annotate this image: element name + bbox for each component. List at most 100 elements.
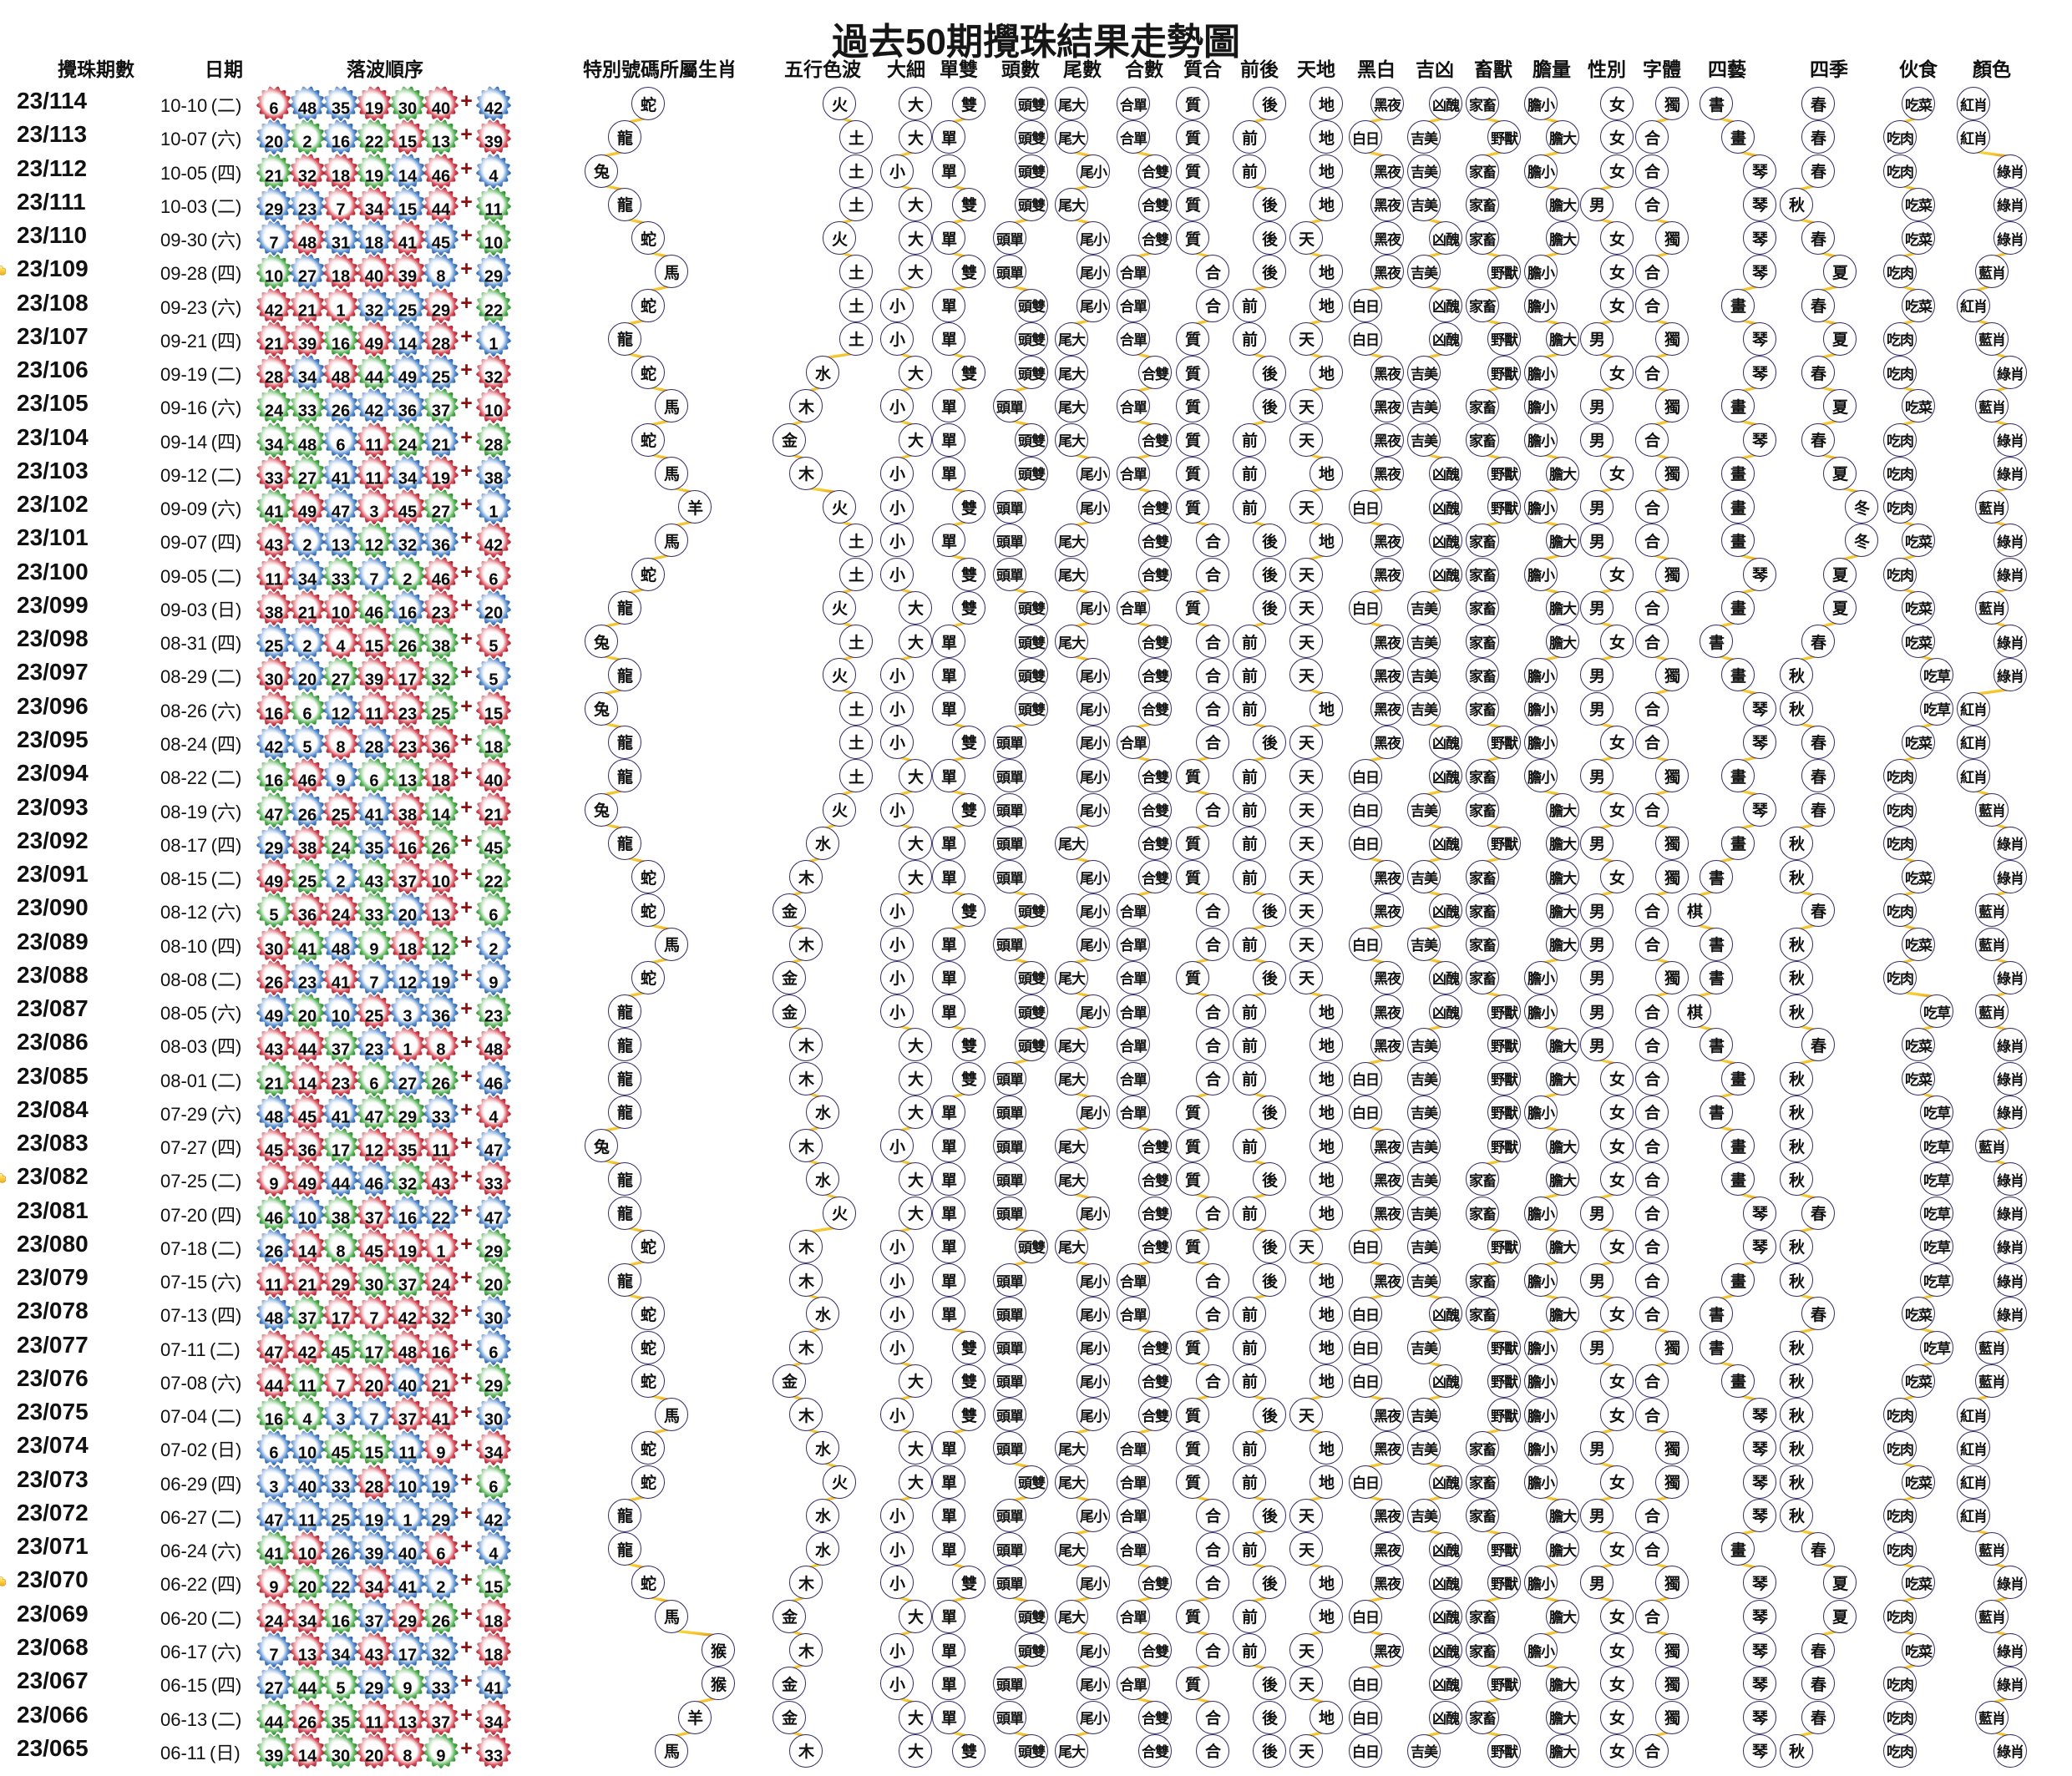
svg-text:20: 20 — [364, 1377, 382, 1395]
svg-text:23: 23 — [398, 705, 416, 723]
svg-text:47: 47 — [484, 1209, 502, 1227]
svg-text:37: 37 — [364, 1209, 382, 1227]
svg-text:6: 6 — [489, 907, 498, 925]
svg-text:32: 32 — [484, 369, 502, 387]
svg-text:5: 5 — [269, 907, 278, 925]
svg-text:34: 34 — [331, 1646, 350, 1664]
svg-text:25: 25 — [398, 301, 416, 320]
svg-text:47: 47 — [484, 1142, 502, 1161]
svg-text:47: 47 — [264, 1511, 282, 1530]
svg-text:45: 45 — [331, 1343, 349, 1362]
svg-text:41: 41 — [297, 940, 316, 959]
svg-text:34: 34 — [264, 436, 283, 454]
svg-text:30: 30 — [264, 940, 282, 959]
svg-text:2: 2 — [302, 134, 312, 152]
svg-text:30: 30 — [484, 1411, 502, 1429]
svg-text:10: 10 — [331, 1007, 349, 1025]
svg-text:12: 12 — [398, 974, 416, 992]
svg-text:40: 40 — [297, 1478, 316, 1496]
svg-text:19: 19 — [431, 974, 449, 992]
svg-text:48: 48 — [484, 1041, 502, 1060]
svg-text:15: 15 — [484, 1579, 502, 1597]
svg-text:1: 1 — [336, 301, 345, 320]
svg-text:20: 20 — [484, 1277, 502, 1295]
svg-text:49: 49 — [297, 503, 316, 522]
svg-text:32: 32 — [398, 1176, 416, 1194]
svg-text:11: 11 — [298, 1377, 316, 1395]
svg-text:9: 9 — [269, 1579, 278, 1597]
svg-text:33: 33 — [331, 570, 349, 589]
svg-text:41: 41 — [431, 1411, 449, 1429]
svg-text:8: 8 — [336, 738, 345, 756]
svg-text:3: 3 — [269, 1478, 278, 1496]
svg-text:48: 48 — [297, 234, 316, 252]
svg-text:11: 11 — [365, 469, 382, 488]
svg-text:14: 14 — [431, 806, 450, 824]
svg-text:19: 19 — [431, 469, 449, 488]
svg-text:11: 11 — [365, 1713, 382, 1732]
svg-text:21: 21 — [297, 604, 316, 622]
svg-text:19: 19 — [364, 1511, 382, 1530]
svg-text:33: 33 — [431, 1108, 449, 1126]
svg-text:39: 39 — [364, 1546, 382, 1564]
svg-text:26: 26 — [331, 1546, 349, 1564]
svg-text:39: 39 — [484, 134, 502, 152]
svg-text:17: 17 — [364, 1343, 382, 1362]
svg-text:43: 43 — [431, 1176, 449, 1194]
svg-text:46: 46 — [484, 1075, 502, 1093]
svg-text:47: 47 — [264, 806, 282, 824]
svg-text:20: 20 — [297, 1579, 316, 1597]
svg-text:29: 29 — [264, 839, 282, 858]
svg-text:1: 1 — [489, 503, 498, 522]
svg-text:17: 17 — [398, 671, 416, 690]
svg-text:19: 19 — [398, 1242, 416, 1261]
svg-text:22: 22 — [364, 134, 382, 152]
svg-text:17: 17 — [398, 1646, 416, 1664]
svg-text:4: 4 — [336, 638, 346, 656]
svg-text:33: 33 — [331, 1478, 349, 1496]
svg-text:44: 44 — [364, 369, 383, 387]
svg-text:16: 16 — [431, 1343, 449, 1362]
svg-text:22: 22 — [431, 1209, 449, 1227]
svg-text:41: 41 — [364, 806, 382, 824]
svg-text:45: 45 — [398, 503, 416, 522]
svg-text:9: 9 — [269, 1176, 278, 1194]
svg-text:49: 49 — [264, 1007, 282, 1025]
svg-text:34: 34 — [364, 1579, 383, 1597]
svg-text:13: 13 — [331, 537, 349, 555]
svg-text:14: 14 — [398, 335, 417, 353]
svg-text:23: 23 — [484, 1007, 502, 1025]
svg-text:26: 26 — [264, 974, 282, 992]
svg-text:18: 18 — [484, 1646, 502, 1664]
svg-text:45: 45 — [264, 1142, 282, 1161]
svg-text:11: 11 — [265, 570, 282, 589]
svg-text:32: 32 — [431, 671, 449, 690]
svg-text:22: 22 — [331, 1579, 349, 1597]
svg-text:6: 6 — [369, 1075, 378, 1093]
svg-text:15: 15 — [398, 200, 416, 219]
svg-text:40: 40 — [431, 99, 449, 118]
svg-text:27: 27 — [264, 1680, 282, 1698]
svg-text:46: 46 — [364, 604, 382, 622]
svg-text:7: 7 — [269, 1646, 278, 1664]
svg-text:21: 21 — [264, 167, 282, 185]
svg-text:45: 45 — [331, 1445, 349, 1463]
svg-text:38: 38 — [398, 806, 416, 824]
svg-text:44: 44 — [331, 1176, 350, 1194]
svg-text:28: 28 — [364, 738, 382, 756]
svg-text:4: 4 — [489, 167, 499, 185]
svg-text:10: 10 — [484, 234, 502, 252]
svg-text:20: 20 — [398, 907, 416, 925]
svg-text:26: 26 — [297, 1713, 316, 1732]
svg-text:28: 28 — [264, 369, 282, 387]
svg-text:35: 35 — [331, 1713, 349, 1732]
svg-text:37: 37 — [331, 1041, 349, 1060]
svg-text:34: 34 — [297, 570, 317, 589]
svg-text:1: 1 — [403, 1511, 412, 1530]
svg-text:35: 35 — [398, 1142, 416, 1161]
svg-text:24: 24 — [264, 1612, 283, 1631]
svg-text:44: 44 — [297, 1680, 317, 1698]
svg-text:18: 18 — [331, 167, 349, 185]
svg-text:10: 10 — [264, 268, 282, 286]
svg-text:12: 12 — [364, 537, 382, 555]
